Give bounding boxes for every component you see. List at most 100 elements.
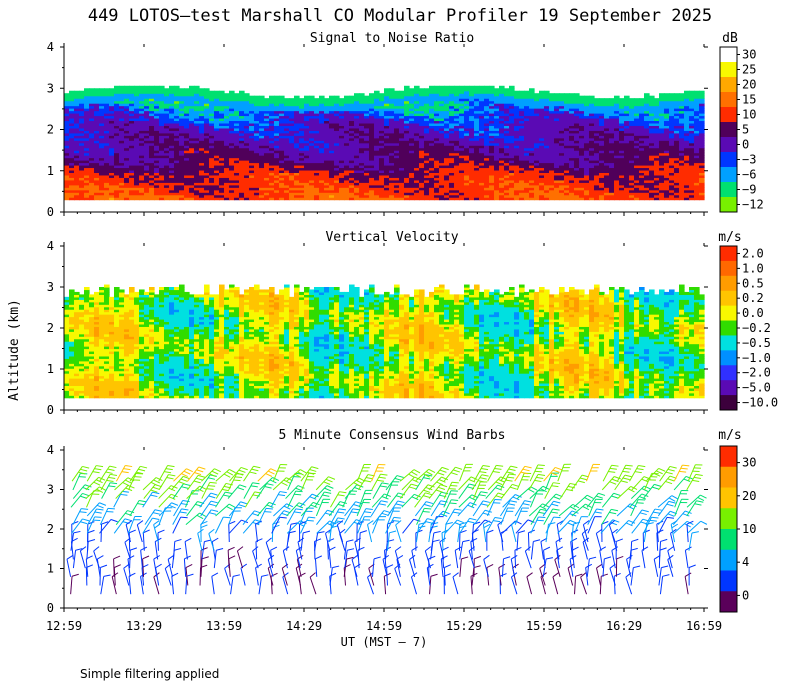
- snr-cell: [594, 108, 600, 112]
- snr-cell: [589, 194, 595, 198]
- snr-cell: [549, 115, 555, 119]
- snr-cell: [69, 110, 75, 114]
- snr-cell: [384, 157, 390, 161]
- snr-cell: [224, 135, 230, 139]
- snr-cell: [214, 135, 220, 139]
- snr-cell: [444, 160, 450, 164]
- snr-cell: [239, 147, 245, 151]
- snr-cell: [334, 155, 340, 159]
- snr-cell: [459, 93, 465, 97]
- snr-cell: [239, 172, 245, 176]
- snr-cell: [289, 110, 295, 114]
- snr-cell: [419, 122, 425, 126]
- snr-cell: [344, 135, 350, 139]
- snr-cell: [439, 150, 445, 154]
- snr-cell: [279, 120, 285, 124]
- snr-cell: [549, 167, 555, 171]
- snr-cell: [189, 142, 195, 146]
- snr-cell: [264, 169, 270, 173]
- snr-cell: [574, 125, 580, 129]
- snr-cell: [394, 132, 400, 136]
- snr-cell: [84, 132, 90, 136]
- snr-cell: [519, 160, 525, 164]
- snr-cell: [419, 93, 425, 97]
- snr-cell: [529, 182, 535, 186]
- snr-cell: [454, 110, 460, 114]
- snr-cell: [234, 187, 240, 191]
- snr-cell: [179, 115, 185, 119]
- snr-cell: [319, 182, 325, 186]
- snr-cell: [74, 95, 80, 99]
- snr-cell: [189, 103, 195, 107]
- snr-cell: [499, 127, 505, 131]
- snr-cell: [594, 132, 600, 136]
- snr-cell: [324, 145, 330, 149]
- snr-cell: [134, 127, 140, 131]
- snr-cell: [349, 120, 355, 124]
- snr-cell: [449, 135, 455, 139]
- snr-cell: [349, 110, 355, 114]
- snr-cell: [549, 192, 555, 196]
- snr-cell: [424, 197, 430, 201]
- snr-cell: [214, 182, 220, 186]
- snr-cell: [304, 130, 310, 134]
- snr-cell: [629, 130, 635, 134]
- snr-cell: [359, 177, 365, 181]
- snr-cell: [454, 167, 460, 171]
- snr-cell: [144, 145, 150, 149]
- snr-cell: [509, 103, 515, 107]
- snr-cell: [299, 152, 305, 156]
- snr-cell: [539, 160, 545, 164]
- snr-cell: [309, 103, 315, 107]
- snr-cell: [244, 98, 250, 102]
- snr-cell: [459, 172, 465, 176]
- snr-cell: [124, 142, 130, 146]
- snr-cell: [439, 152, 445, 156]
- snr-cell: [439, 162, 445, 166]
- snr-cell: [559, 162, 565, 166]
- snr-cell: [624, 135, 630, 139]
- snr-cell: [69, 130, 75, 134]
- snr-cell: [349, 122, 355, 126]
- snr-cell: [469, 98, 475, 102]
- snr-cell: [354, 145, 360, 149]
- snr-cell: [369, 174, 375, 178]
- snr-cell: [294, 169, 300, 173]
- snr-cell: [359, 184, 365, 188]
- snr-cell: [574, 172, 580, 176]
- snr-cell: [404, 135, 410, 139]
- snr-cell: [194, 115, 200, 119]
- snr-cell: [434, 120, 440, 124]
- snr-cell: [314, 100, 320, 104]
- snr-cell: [299, 127, 305, 131]
- snr-cell: [124, 117, 130, 122]
- snr-cell: [274, 108, 280, 112]
- snr-cell: [229, 90, 235, 94]
- snr-cell: [434, 90, 440, 94]
- snr-cell: [444, 93, 450, 97]
- snr-cell: [389, 169, 395, 173]
- snr-cell: [594, 150, 600, 154]
- snr-cell: [274, 169, 280, 173]
- snr-cell: [259, 100, 265, 104]
- snr-cell: [599, 105, 605, 109]
- snr-cell: [404, 113, 410, 117]
- snr-cell: [174, 105, 180, 109]
- snr-cell: [154, 85, 160, 89]
- snr-cell: [579, 155, 585, 159]
- snr-cell: [69, 172, 75, 176]
- snr-cell: [199, 155, 205, 159]
- snr-cell: [189, 155, 195, 159]
- snr-cell: [504, 162, 510, 166]
- snr-cell: [209, 182, 215, 186]
- snr-cell: [534, 130, 540, 134]
- snr-cell: [559, 174, 565, 178]
- snr-cell: [449, 172, 455, 176]
- snr-cell: [384, 189, 390, 193]
- snr-cell: [379, 150, 385, 154]
- snr-cell: [404, 145, 410, 149]
- snr-cell: [409, 145, 415, 149]
- snr-cell: [464, 192, 470, 196]
- snr-cell: [284, 117, 290, 122]
- snr-cell: [409, 172, 415, 176]
